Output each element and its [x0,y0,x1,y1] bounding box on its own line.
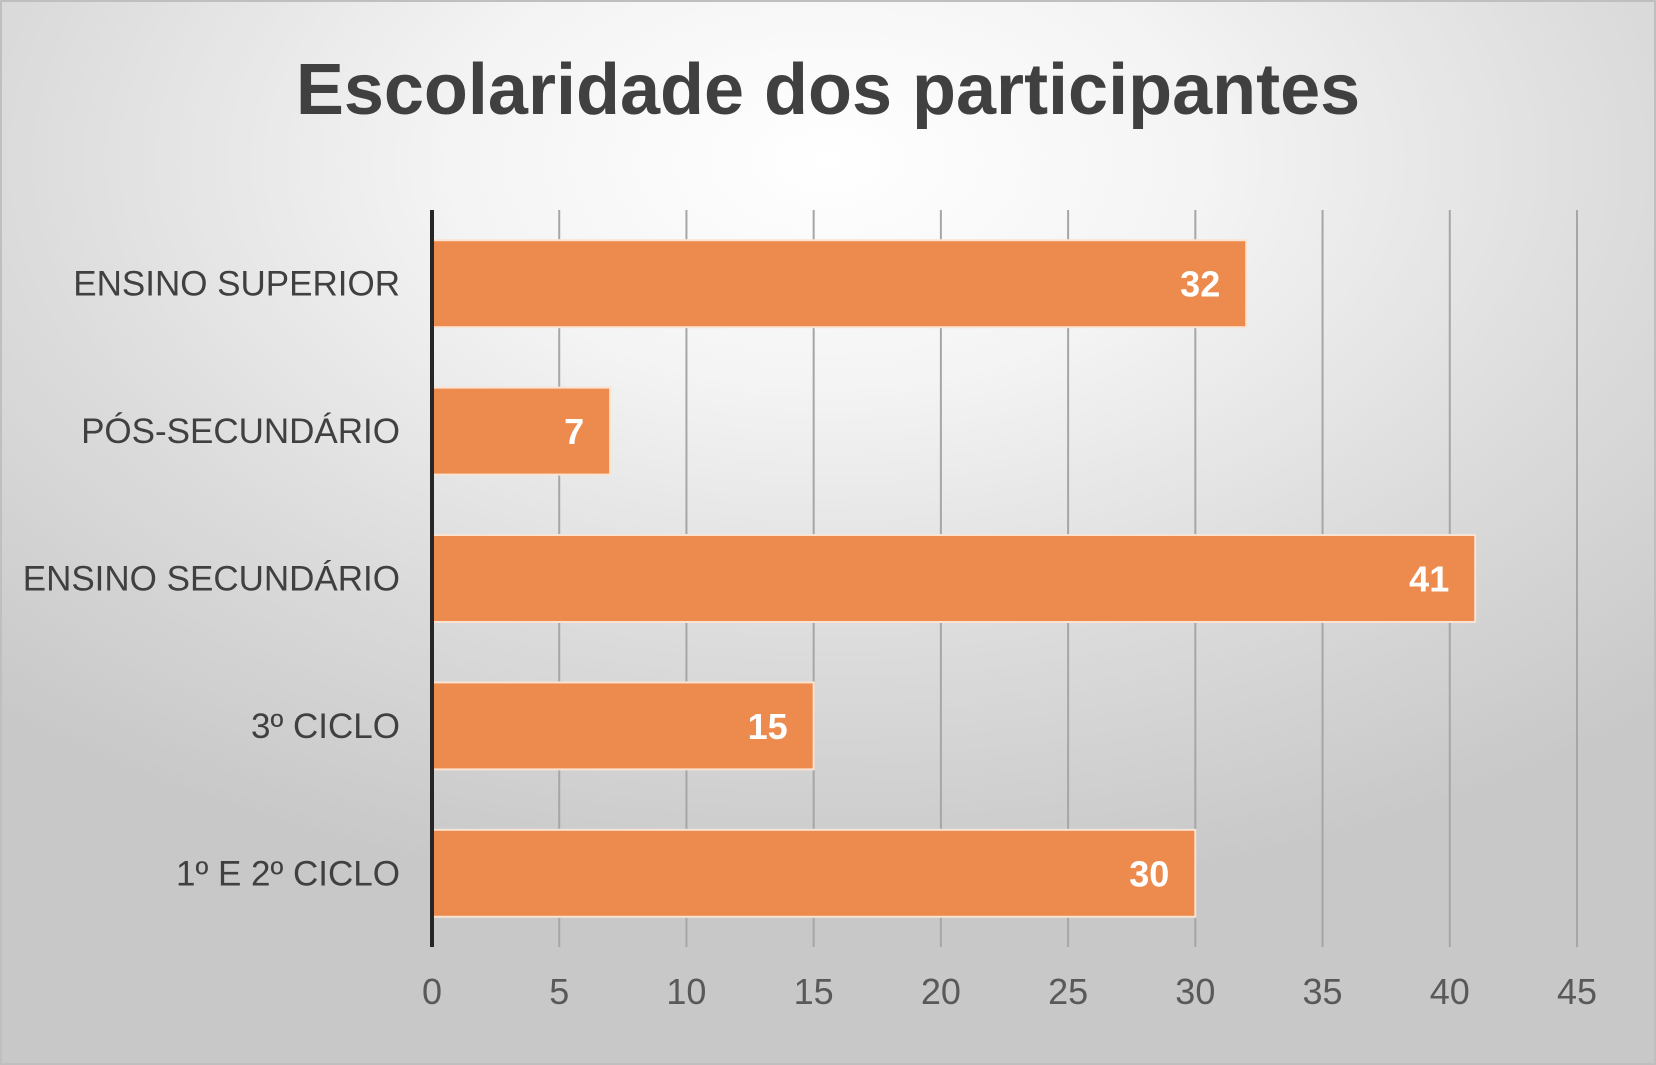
x-tick-label: 0 [422,971,442,1012]
category-label: 1º E 2º CICLO [176,854,400,893]
x-tick-label: 25 [1048,971,1088,1012]
x-tick-label: 30 [1175,971,1215,1012]
bars [431,239,1477,918]
bar-3 [431,681,815,771]
x-tick-label: 10 [666,971,706,1012]
data-label: 15 [748,706,788,747]
data-label: 41 [1409,559,1449,600]
bar-4 [431,828,1197,918]
data-label: 32 [1180,264,1220,305]
chart-title: Escolaridade dos participantes [295,50,1361,130]
bar-1 [431,386,612,476]
labels: 0 5 10 15 20 25 30 35 40 45 32 ENSINO SUPERIOR 7 PÓS-… [23,264,1597,1012]
x-tick-label: 35 [1303,971,1343,1012]
data-label: 7 [564,411,584,452]
bar-2 [431,534,1477,623]
x-tick-label: 45 [1557,971,1597,1012]
category-label: PÓS-SECUNDÁRIO [81,412,400,451]
category-label: ENSINO SECUNDÁRIO [23,560,400,599]
x-tick-label: 15 [794,971,834,1012]
x-tick-label: 40 [1430,971,1470,1012]
category-label: 3º CICLO [251,707,400,746]
bar-0 [431,239,1248,329]
x-tick-label: 5 [549,971,569,1012]
category-label: ENSINO SUPERIOR [73,265,400,304]
data-label: 30 [1129,853,1169,894]
x-tick-label: 20 [921,971,961,1012]
